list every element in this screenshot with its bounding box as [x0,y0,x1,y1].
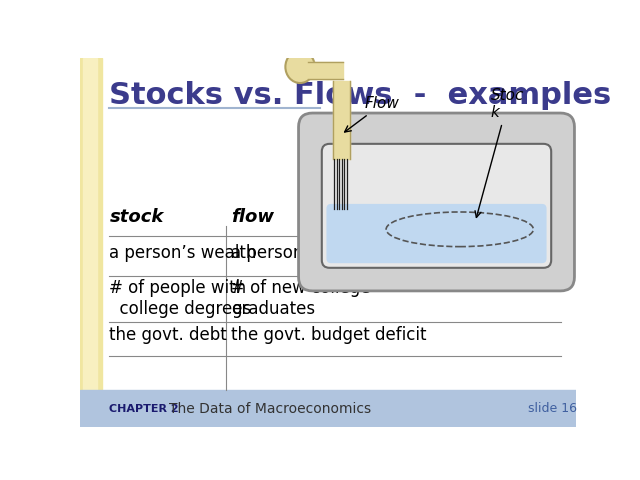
Text: the govt. budget deficit: the govt. budget deficit [231,325,427,344]
Text: Stocks vs. Flows  -  examples: Stocks vs. Flows - examples [109,81,612,110]
Text: Stoc
k: Stoc k [475,88,524,217]
Bar [80,390,576,427]
Bar [333,81,349,159]
Bar [83,58,97,427]
FancyBboxPatch shape [326,204,547,263]
Bar [308,62,343,79]
FancyBboxPatch shape [322,144,551,268]
Text: Flow: Flow [344,96,400,132]
Text: a person’s wealth: a person’s wealth [109,244,257,262]
Ellipse shape [285,51,315,83]
Text: flow: flow [231,208,274,226]
Text: the govt. debt: the govt. debt [109,325,227,344]
Bar [80,58,102,427]
Text: # of people with
  college degrees: # of people with college degrees [109,279,252,318]
FancyBboxPatch shape [298,113,575,291]
Text: CHAPTER 2: CHAPTER 2 [109,404,179,414]
Text: The Data of Macroeconomics: The Data of Macroeconomics [169,402,371,416]
Text: a person’s annual saving: a person’s annual saving [231,244,439,262]
Text: # of new college
graduates: # of new college graduates [231,279,371,318]
Text: stock: stock [109,208,164,226]
Text: slide 16: slide 16 [528,402,577,415]
